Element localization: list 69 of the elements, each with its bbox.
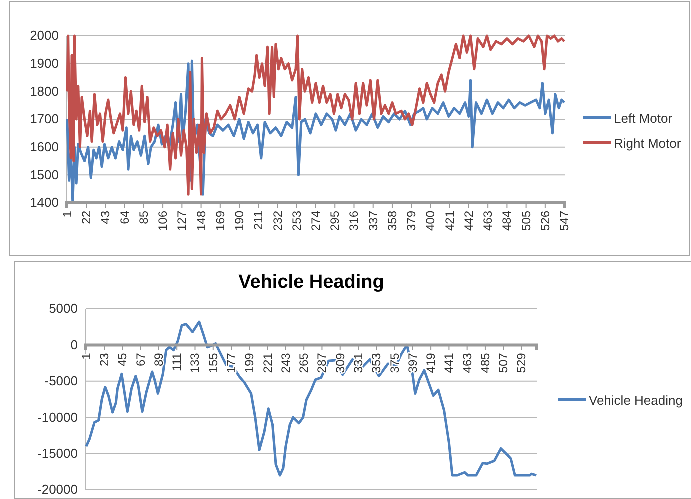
x-tick-label: 67 (134, 352, 148, 367)
y-tick-label: 2000 (30, 28, 59, 44)
x-tick-label: 1 (60, 210, 74, 218)
x-tick-label: 463 (481, 210, 496, 232)
legend-label: Vehicle Heading (589, 393, 683, 408)
x-tick-label: 485 (478, 352, 492, 374)
x-tick-label: 547 (558, 210, 572, 232)
x-tick-label: 484 (500, 210, 514, 232)
x-tick-label: 379 (404, 210, 419, 232)
x-tick-label: 274 (309, 210, 323, 232)
y-tick-label: 1600 (30, 139, 59, 154)
x-tick-label: 232 (270, 210, 285, 232)
y-tick-label: 1400 (30, 195, 59, 210)
x-tick-label: 64 (118, 210, 132, 224)
x-tick-label: 155 (206, 352, 220, 374)
x-tick-label: 400 (424, 210, 438, 232)
y-tick-label: -5000 (44, 374, 78, 389)
x-tick-label: 243 (278, 352, 293, 374)
x-tick-label: 89 (152, 352, 166, 367)
x-tick-label: 441 (442, 352, 456, 374)
x-tick-label: 421 (442, 210, 457, 232)
x-tick-label: 265 (297, 352, 312, 374)
y-tick-label: 5000 (49, 301, 78, 316)
x-tick-label: 463 (460, 352, 474, 374)
y-tick-label: 0 (70, 337, 78, 352)
x-tick-label: 529 (514, 352, 529, 374)
x-tick-label: 526 (538, 210, 552, 232)
x-tick-label: 419 (424, 352, 438, 374)
x-tick-label: 127 (175, 210, 190, 232)
x-tick-label: 337 (366, 210, 380, 232)
x-tick-label: 43 (98, 210, 113, 224)
x-tick-label: 287 (315, 352, 330, 374)
x-tick-label: 199 (242, 352, 257, 374)
x-tick-label: 106 (156, 210, 170, 232)
y-tick-label: 1700 (30, 112, 59, 127)
x-tick-label: 397 (406, 352, 420, 374)
x-tick-label: 295 (328, 210, 342, 232)
x-tick-label: 133 (188, 352, 202, 374)
y-tick-label: -15000 (38, 446, 78, 461)
chart-title: Vehicle Heading (238, 272, 384, 293)
x-tick-label: 309 (333, 352, 348, 374)
legend-label: Right Motor (614, 136, 682, 151)
legend-label: Left Motor (614, 111, 674, 126)
x-tick-label: 85 (136, 210, 151, 224)
x-tick-label: 375 (388, 352, 402, 374)
y-tick-label: -20000 (38, 482, 78, 498)
x-tick-label: 1 (79, 352, 94, 360)
x-tick-label: 177 (224, 352, 239, 374)
x-tick-label: 45 (116, 352, 130, 367)
x-tick-label: 22 (80, 210, 94, 224)
x-tick-label: 169 (213, 210, 228, 232)
x-tick-label: 353 (370, 352, 384, 374)
y-tick-label: -10000 (38, 410, 78, 425)
x-tick-label: 23 (98, 352, 112, 367)
y-tick-label: 1500 (30, 167, 59, 182)
x-tick-label: 211 (252, 210, 266, 230)
x-tick-label: 507 (496, 352, 511, 374)
x-tick-label: 442 (462, 210, 476, 232)
x-tick-label: 331 (351, 352, 366, 374)
x-tick-label: 148 (194, 210, 208, 232)
x-tick-label: 190 (232, 210, 247, 232)
x-tick-label: 316 (347, 210, 362, 232)
x-tick-label: 221 (260, 352, 275, 374)
x-tick-label: 111 (170, 352, 184, 372)
y-tick-label: 1800 (30, 84, 59, 99)
x-tick-label: 358 (385, 210, 400, 232)
x-tick-label: 505 (519, 210, 534, 232)
x-tick-label: 253 (290, 210, 304, 232)
y-tick-label: 1900 (30, 56, 59, 71)
